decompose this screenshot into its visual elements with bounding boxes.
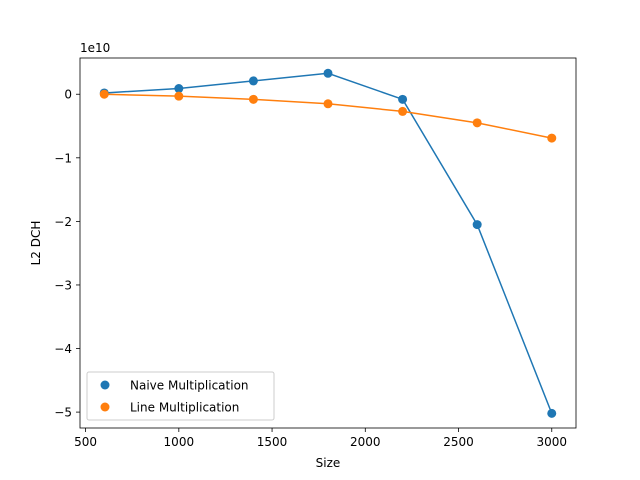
data-point-s0-1	[174, 84, 184, 94]
x-tick-label: 3000	[536, 435, 567, 449]
legend-frame	[86, 371, 275, 421]
data-point-s1-0	[99, 89, 109, 99]
data-point-s0-4	[398, 94, 408, 104]
series-points	[99, 68, 557, 418]
x-tick-label: 1500	[257, 435, 288, 449]
data-point-s0-5	[472, 220, 482, 230]
plot-area	[79, 57, 577, 429]
data-point-s0-6	[547, 408, 557, 418]
x-axis-label: Size	[316, 456, 341, 470]
legend-label-line: Line Multiplication	[130, 401, 239, 415]
y-tick-label: −3	[54, 278, 72, 292]
data-point-s1-2	[248, 94, 258, 104]
y-tick-label: −4	[54, 342, 72, 356]
legend-label-naive: Naive Multiplication	[130, 379, 249, 393]
data-point-s0-3	[323, 68, 333, 78]
data-point-s1-3	[323, 99, 333, 109]
legend: Naive Multiplication Line Multiplication	[86, 371, 275, 421]
legend-marker-naive	[100, 380, 110, 390]
y-offset-label: 1e10	[80, 41, 110, 55]
x-tick-label: 2000	[350, 435, 381, 449]
data-point-s1-4	[398, 106, 408, 116]
y-axis-label: L2 DCH	[29, 221, 43, 266]
x-axis-ticks: 500 1000 1500 2000 2500 3000	[74, 428, 567, 449]
y-tick-label: 0	[64, 88, 72, 102]
data-point-s1-5	[472, 118, 482, 128]
x-tick-label: 2500	[443, 435, 474, 449]
legend-marker-line	[100, 402, 110, 412]
y-axis-ticks: 0 −1 −2 −3 −4 −5	[54, 88, 80, 420]
axes-frame	[79, 57, 577, 429]
y-tick-label: −2	[54, 215, 72, 229]
y-tick-label: −5	[54, 406, 72, 420]
data-point-s0-2	[248, 76, 258, 86]
data-point-s1-6	[547, 133, 557, 143]
x-tick-label: 500	[74, 435, 97, 449]
y-tick-label: −1	[54, 151, 72, 165]
data-point-s1-1	[174, 91, 184, 101]
x-tick-label: 1000	[164, 435, 195, 449]
